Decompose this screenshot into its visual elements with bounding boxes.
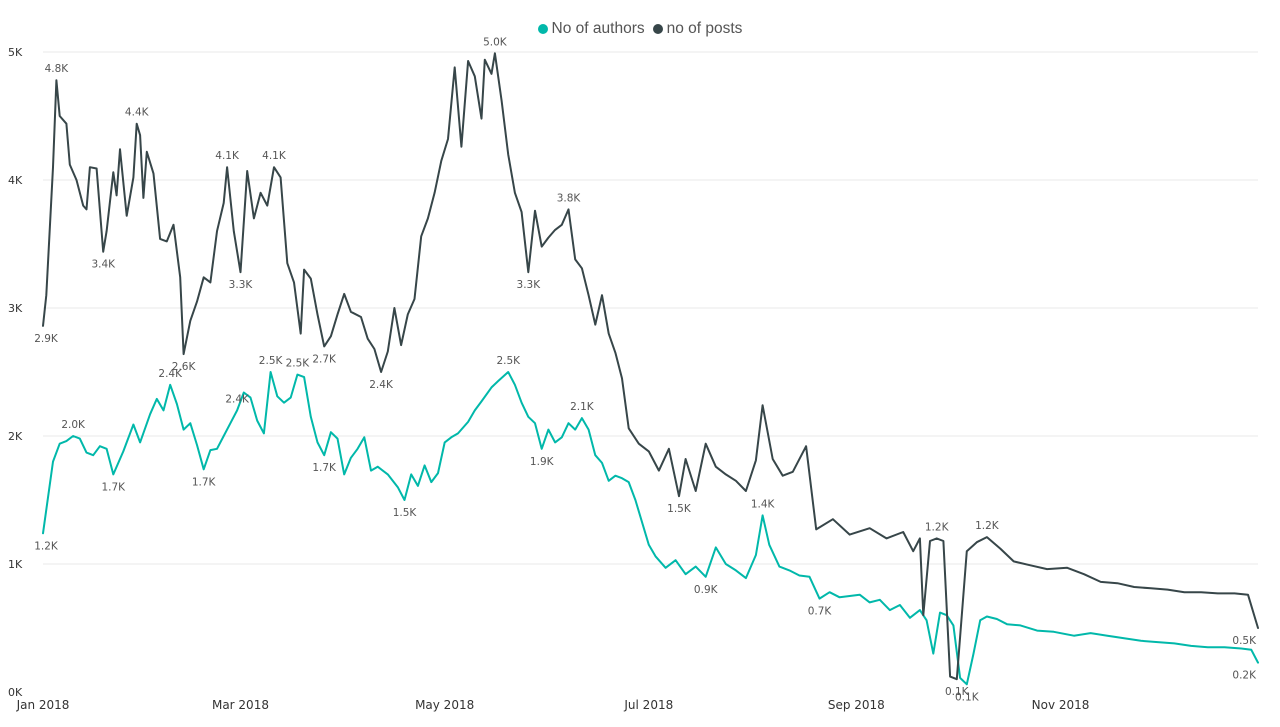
x-tick-label: May 2018 <box>415 698 474 712</box>
y-tick-label: 2K <box>8 430 23 443</box>
y-tick-label: 1K <box>8 558 23 571</box>
data-label-posts: 1.2K <box>925 521 950 533</box>
x-tick-label: Jul 2018 <box>623 698 673 712</box>
data-label-posts: 4.8K <box>45 63 70 75</box>
data-label-authors: 1.4K <box>751 498 776 510</box>
data-label-posts: 1.2K <box>975 520 1000 532</box>
data-label-authors: 1.2K <box>34 540 59 552</box>
legend-marker-posts <box>652 24 663 34</box>
y-tick-label: 3K <box>8 302 23 315</box>
x-tick-label: Jan 2018 <box>16 698 70 712</box>
x-tick-label: Nov 2018 <box>1032 698 1090 712</box>
data-label-authors: 2.5K <box>286 358 311 370</box>
x-tick-label: Mar 2018 <box>212 698 269 712</box>
legend-label-posts: no of posts <box>666 20 743 37</box>
y-tick-label: 4K <box>8 174 23 187</box>
data-label-authors: 0.7K <box>808 606 833 618</box>
data-label-posts: 3.3K <box>229 279 254 291</box>
legend-marker-authors <box>537 24 548 34</box>
data-label-authors: 1.9K <box>530 456 555 468</box>
data-label-posts: 3.8K <box>557 192 582 204</box>
series-line-posts <box>42 52 1259 681</box>
data-label-authors: 0.2K <box>1232 670 1257 682</box>
data-label-authors: 1.7K <box>101 481 126 493</box>
data-label-posts: 2.6K <box>172 361 197 373</box>
x-tick-label: Sep 2018 <box>828 698 885 712</box>
data-label-authors: 2.0K <box>61 419 86 431</box>
data-label-authors: 2.4K <box>225 393 250 405</box>
data-label-posts: 3.3K <box>517 279 542 291</box>
data-label-authors: 1.7K <box>312 462 337 474</box>
y-tick-label: 5K <box>8 46 23 59</box>
data-label-posts: 1.5K <box>667 503 692 515</box>
data-label-authors: 2.5K <box>496 355 521 367</box>
data-label-authors: 1.7K <box>192 476 217 488</box>
data-label-authors: 2.1K <box>570 401 595 413</box>
data-label-posts: 2.4K <box>369 379 394 391</box>
data-label-authors: 2.5K <box>259 355 284 367</box>
data-label-posts: 4.4K <box>125 107 150 119</box>
data-label-posts: 4.1K <box>262 150 287 162</box>
series-line-authors <box>42 371 1259 686</box>
legend-label-authors: No of authors <box>551 20 645 37</box>
legend-item-authors[interactable]: No of authors <box>537 20 645 38</box>
data-label-posts: 2.9K <box>34 333 59 345</box>
data-label-posts: 5.0K <box>483 36 508 48</box>
data-label-posts: 0.5K <box>1232 635 1257 647</box>
legend: No of authors no of posts <box>0 18 1280 40</box>
data-label-posts: 0.1K <box>945 686 970 698</box>
data-label-authors: 0.1K <box>955 691 980 703</box>
data-label-authors: 0.9K <box>694 584 719 596</box>
y-tick-label: 0K <box>8 686 23 699</box>
data-label-authors: 1.5K <box>393 507 418 519</box>
data-label-authors: 2.4K <box>158 368 183 380</box>
data-label-posts: 2.7K <box>312 353 337 365</box>
legend-item-posts[interactable]: no of posts <box>652 20 743 38</box>
data-label-posts: 4.1K <box>215 150 240 162</box>
data-label-posts: 3.4K <box>91 259 116 271</box>
